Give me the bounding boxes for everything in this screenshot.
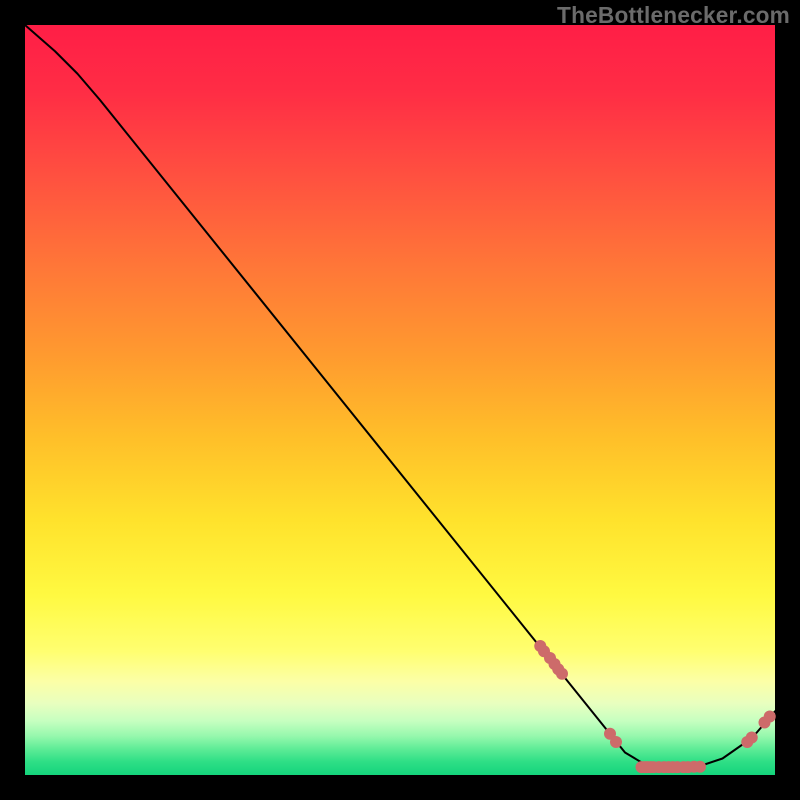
data-marker bbox=[746, 732, 758, 744]
plot-background bbox=[25, 25, 775, 775]
data-marker bbox=[764, 711, 776, 723]
data-marker bbox=[610, 736, 622, 748]
bottleneck-chart bbox=[0, 0, 800, 800]
source-watermark: TheBottlenecker.com bbox=[557, 2, 790, 29]
data-marker bbox=[694, 761, 706, 773]
data-marker bbox=[556, 668, 568, 680]
